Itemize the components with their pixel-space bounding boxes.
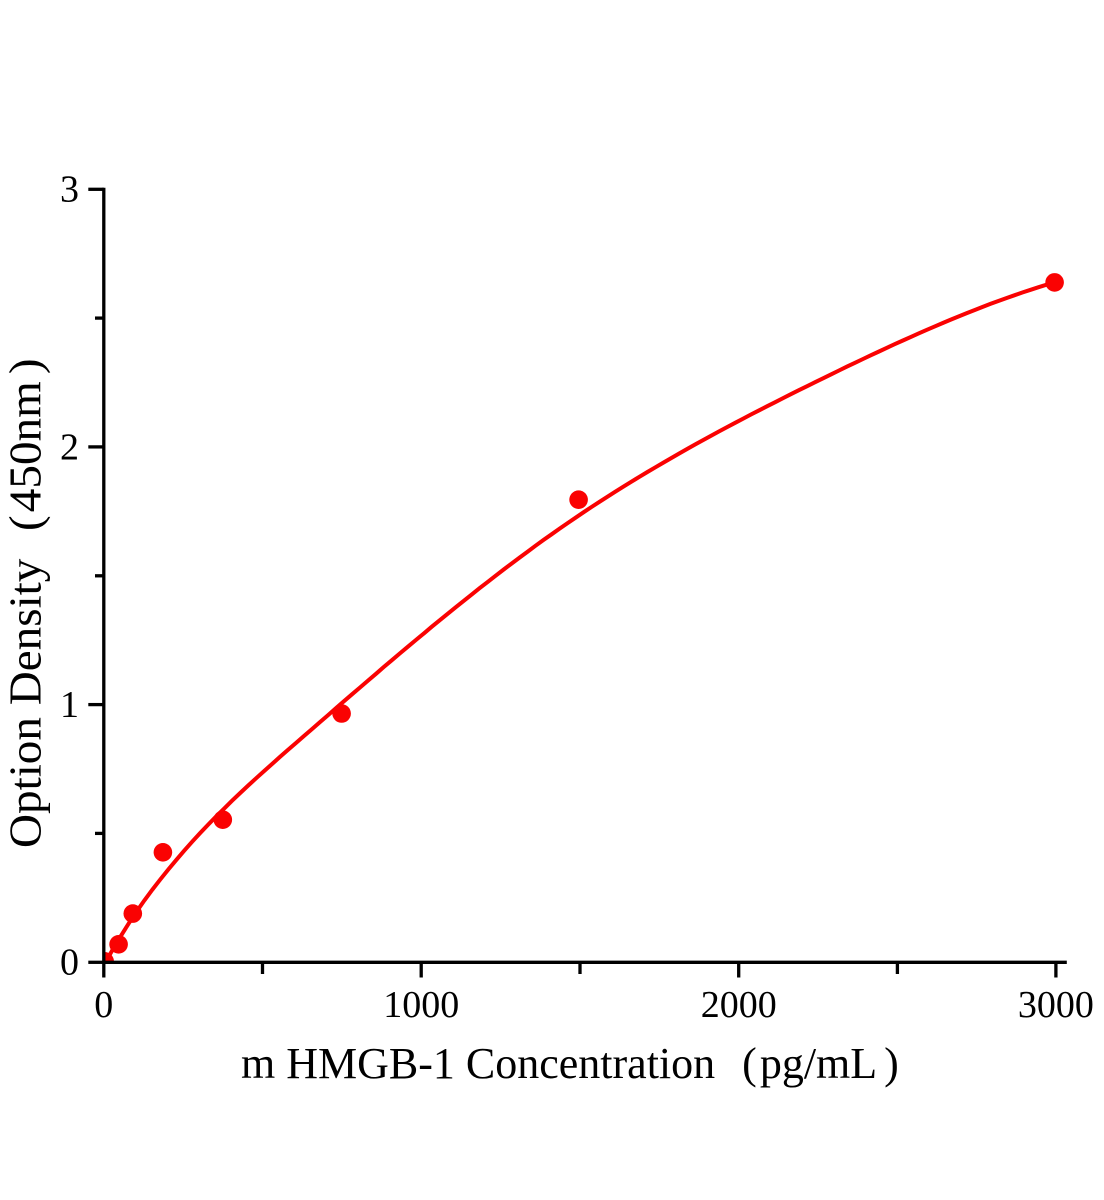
svg-text:m HMGB-1 Concentration(pg/mL): m HMGB-1 Concentration (pg/mL) xyxy=(241,1039,899,1088)
svg-text:1000: 1000 xyxy=(383,984,459,1026)
svg-text:3: 3 xyxy=(60,169,79,211)
svg-text:Option Density(450nm): Option Density(450nm) xyxy=(1,358,51,848)
svg-text:0: 0 xyxy=(94,984,113,1026)
svg-text:3000: 3000 xyxy=(1018,984,1094,1026)
svg-text:1: 1 xyxy=(60,684,79,726)
svg-text:2000: 2000 xyxy=(701,984,777,1026)
svg-text:2: 2 xyxy=(60,426,79,468)
svg-text:0: 0 xyxy=(60,942,79,984)
